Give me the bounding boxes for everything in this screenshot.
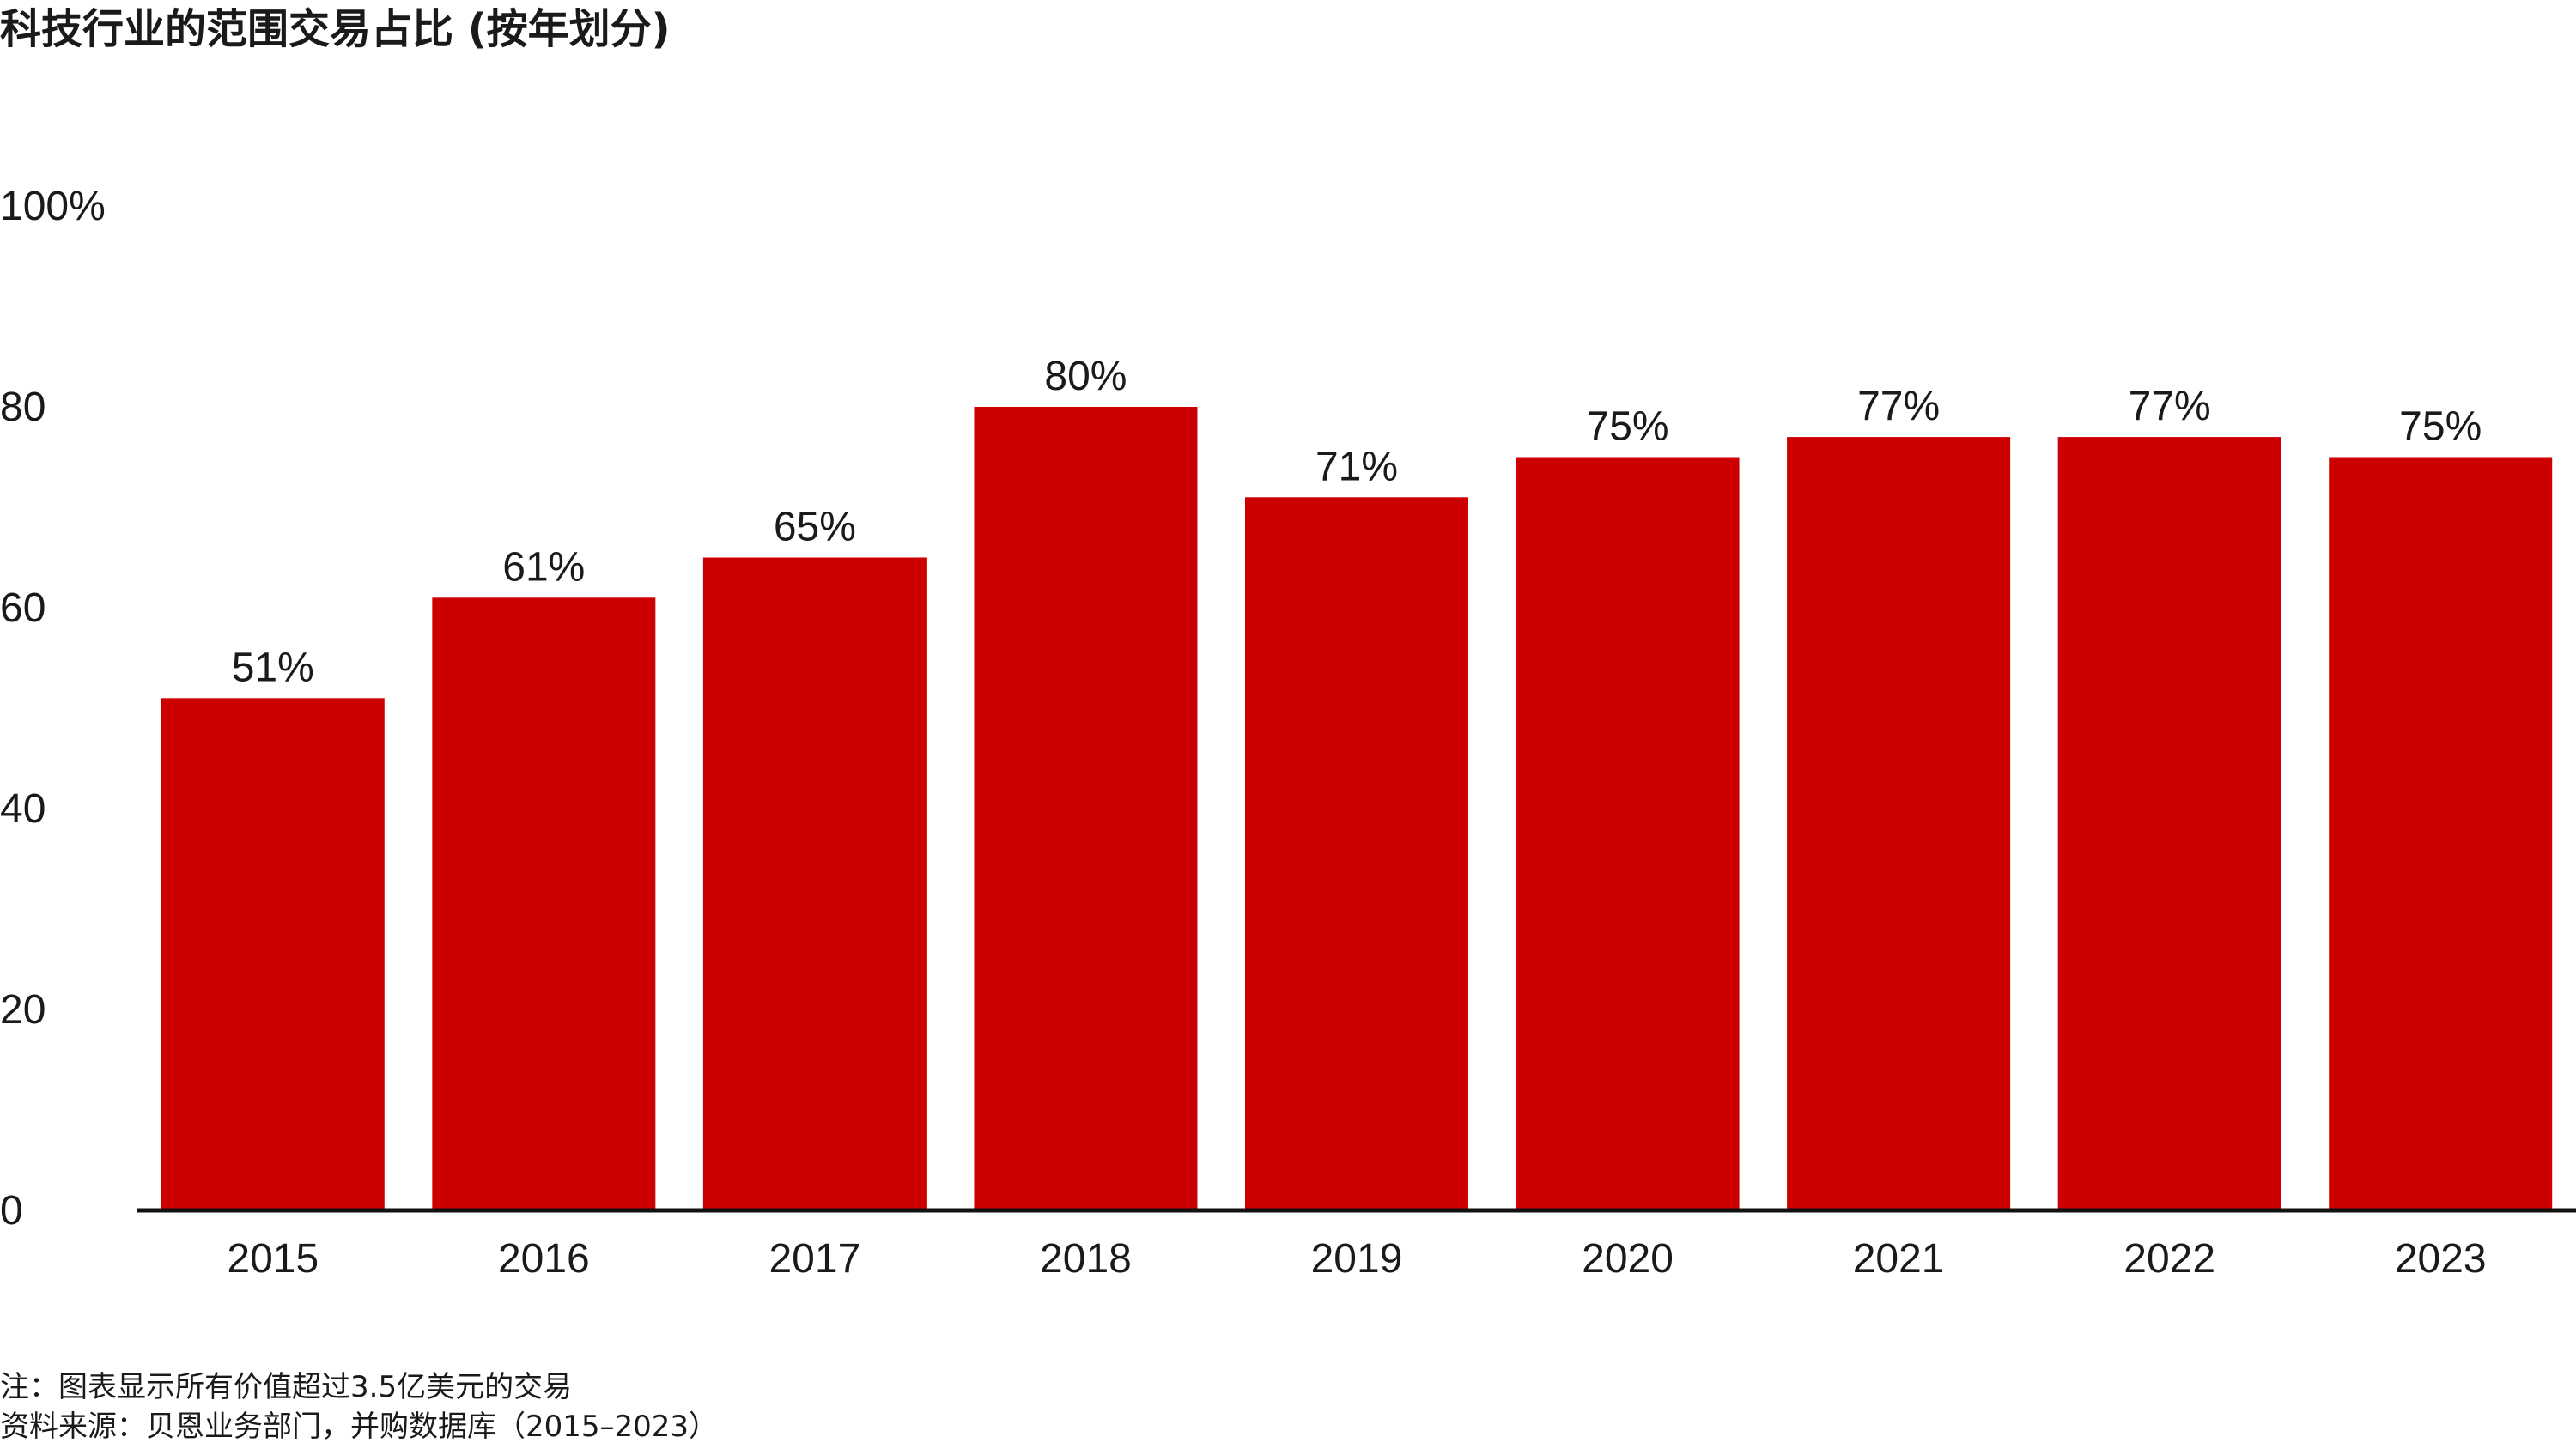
bar-value-label: 65% (774, 505, 856, 550)
bar-series (161, 407, 2553, 1211)
bar (974, 407, 1198, 1210)
x-tick-label: 2023 (2395, 1236, 2487, 1282)
bar-value-label: 75% (2399, 404, 2482, 450)
x-tick-label: 2016 (498, 1236, 590, 1282)
bar (1516, 457, 1740, 1210)
x-tick-label: 2020 (1582, 1236, 1674, 1282)
x-axis-labels: 2015 2016 2017 2018 2019 2020 2021 2022 2023 (227, 1236, 2486, 1282)
bar-value-label: 71% (1315, 444, 1398, 489)
bar-value-label: 51% (232, 645, 314, 690)
chart-title: 科技行业的范围交易占比 (按年划分) (0, 5, 671, 53)
y-axis-labels: 0 20 40 60 80 100% (0, 184, 106, 1234)
bar (2057, 437, 2281, 1211)
y-tick-label: 100% (0, 184, 106, 229)
bar-value-label: 75% (1587, 404, 1669, 450)
y-tick-label: 60 (0, 585, 46, 631)
bar (432, 597, 656, 1210)
y-tick-label: 40 (0, 786, 46, 832)
y-tick-label: 20 (0, 987, 46, 1033)
x-tick-label: 2022 (2123, 1236, 2215, 1282)
x-tick-label: 2018 (1040, 1236, 1132, 1282)
bar-value-label: 77% (1857, 384, 1940, 429)
source-note: 资料来源：贝恩业务部门，并购数据库（2015–2023） (0, 1410, 719, 1444)
bar (1787, 437, 2011, 1211)
bar-value-label: 61% (502, 544, 585, 590)
bar-value-label: 80% (1044, 354, 1127, 399)
x-tick-label: 2019 (1311, 1236, 1403, 1282)
x-tick-label: 2015 (227, 1236, 319, 1282)
bar (2329, 457, 2553, 1210)
bar (161, 698, 385, 1210)
x-tick-label: 2021 (1853, 1236, 1945, 1282)
y-tick-label: 80 (0, 385, 46, 430)
x-tick-label: 2017 (769, 1236, 860, 1282)
bar (1245, 497, 1468, 1210)
footnote: 注：图表显示所有价值超过3.5亿美元的交易 (0, 1370, 573, 1404)
y-tick-label: 0 (0, 1188, 23, 1234)
bar-value-label: 77% (2129, 384, 2211, 429)
data-labels: 51% 61% 65% 80% 71% 75% 77% 77% 75% (232, 354, 2482, 690)
bar (702, 557, 927, 1210)
